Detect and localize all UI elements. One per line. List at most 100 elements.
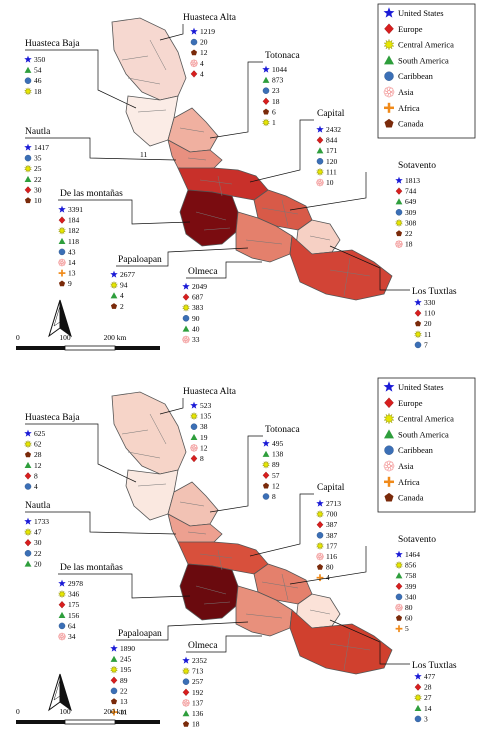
star-icon [58,205,66,213]
triangle-icon [190,433,198,441]
region-value: 89 [272,460,280,469]
region-de-las-montanas [179,563,239,621]
triangle-icon [24,560,32,567]
sunburst-icon [23,439,33,449]
triangle-icon [110,655,118,662]
pentagon-icon [384,492,394,502]
region-value: 136 [192,709,204,718]
scale-tick-label: 0 [16,707,20,716]
legend-label: Asia [398,461,414,471]
diamond-icon [384,397,394,409]
triangle-icon [384,55,394,65]
flower-icon [190,444,198,452]
region-label: Huasteca Baja [25,39,80,49]
region-value: 54 [34,66,42,75]
sunburst-icon [315,509,325,519]
region-label: Huasteca Alta [183,13,237,23]
sunburst-icon [23,87,33,96]
leader-line [329,619,410,665]
legend-label: Central America [398,414,454,424]
leader-line [329,245,410,291]
flower-icon [182,699,190,707]
region-value: 758 [405,571,417,580]
circle-icon [190,423,198,430]
leader-line [116,621,249,641]
leader-line [25,49,137,109]
triangle-icon [24,175,32,183]
legend-label: Asia [398,87,414,97]
region-value: 60 [405,614,413,623]
star-icon [24,517,32,525]
region-value: 2432 [326,125,341,134]
region-value: 19 [200,433,208,442]
region-value: 12 [200,443,208,452]
region-value: 137 [192,698,204,707]
region-value: 23 [272,86,280,95]
star-icon [414,672,422,680]
circle-icon [262,493,270,500]
region-value: 46 [34,76,42,85]
region-value: 43 [68,247,76,256]
region-value: 12 [200,48,208,57]
region-value: 80 [405,603,413,612]
region-value: 3 [424,714,428,723]
region-label: Papaloapan [118,255,162,265]
scale-tick-label: 0 [16,333,20,342]
region-value: 346 [68,590,80,599]
region-label: Papaloapan [118,629,162,639]
region-value: 8 [34,471,38,480]
region-value: 28 [424,683,432,692]
region-value: 22 [120,686,128,695]
leader-line [159,398,184,415]
region-value: 2677 [120,270,135,279]
diamond-icon [262,471,270,479]
region-value: 90 [192,314,200,323]
sunburst-icon [315,167,325,177]
region-value: 3391 [68,205,83,214]
flower-icon [395,603,403,612]
map-panel-bottom: Huasteca Baja 625 62 28 12 8 4 Huasteca Alta 523… [0,374,479,748]
region-value: 713 [192,667,204,676]
region-value: 22 [405,229,413,238]
flower-icon [182,335,190,344]
region-value: 5 [405,624,409,633]
circle-icon [24,154,32,162]
sunburst-icon [413,330,423,339]
scale-tick-label: 100 [59,333,71,342]
region-value: 28 [34,450,42,459]
star-icon [414,298,422,306]
region-value: 477 [424,672,436,681]
region-value: 116 [326,552,337,561]
region-value: 20 [424,319,432,328]
region-value: 13 [68,269,76,278]
region-label: Huasteca Alta [183,387,237,397]
flower-icon [316,178,324,187]
legend: United States Europe Central America South … [377,377,476,513]
region-value: 700 [326,510,338,519]
star-icon [395,550,403,558]
scale-bar: 0 100 200 km [16,707,160,725]
region-value: 13 [120,697,128,706]
region-value: 1890 [120,644,135,653]
legend: United States Europe Central America South … [377,3,476,139]
region-value: 27 [424,693,432,702]
region-value: 309 [405,208,417,217]
region-value: 245 [120,655,132,664]
triangle-icon [24,66,32,73]
triangle-icon [24,461,32,469]
legend-label: Canada [398,119,424,129]
legend-label: Canada [398,493,424,503]
region-value: 14 [68,258,76,267]
triangle-icon [414,704,422,712]
cross-icon [58,269,66,277]
star-icon [190,401,198,409]
sunburst-icon [189,411,199,421]
region-de-las-montanas [179,189,239,247]
legend-label: South America [398,55,449,65]
